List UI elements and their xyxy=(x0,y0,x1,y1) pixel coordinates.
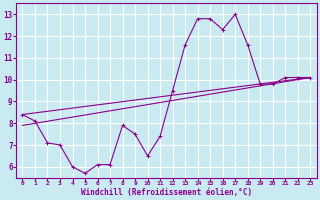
X-axis label: Windchill (Refroidissement éolien,°C): Windchill (Refroidissement éolien,°C) xyxy=(81,188,252,197)
